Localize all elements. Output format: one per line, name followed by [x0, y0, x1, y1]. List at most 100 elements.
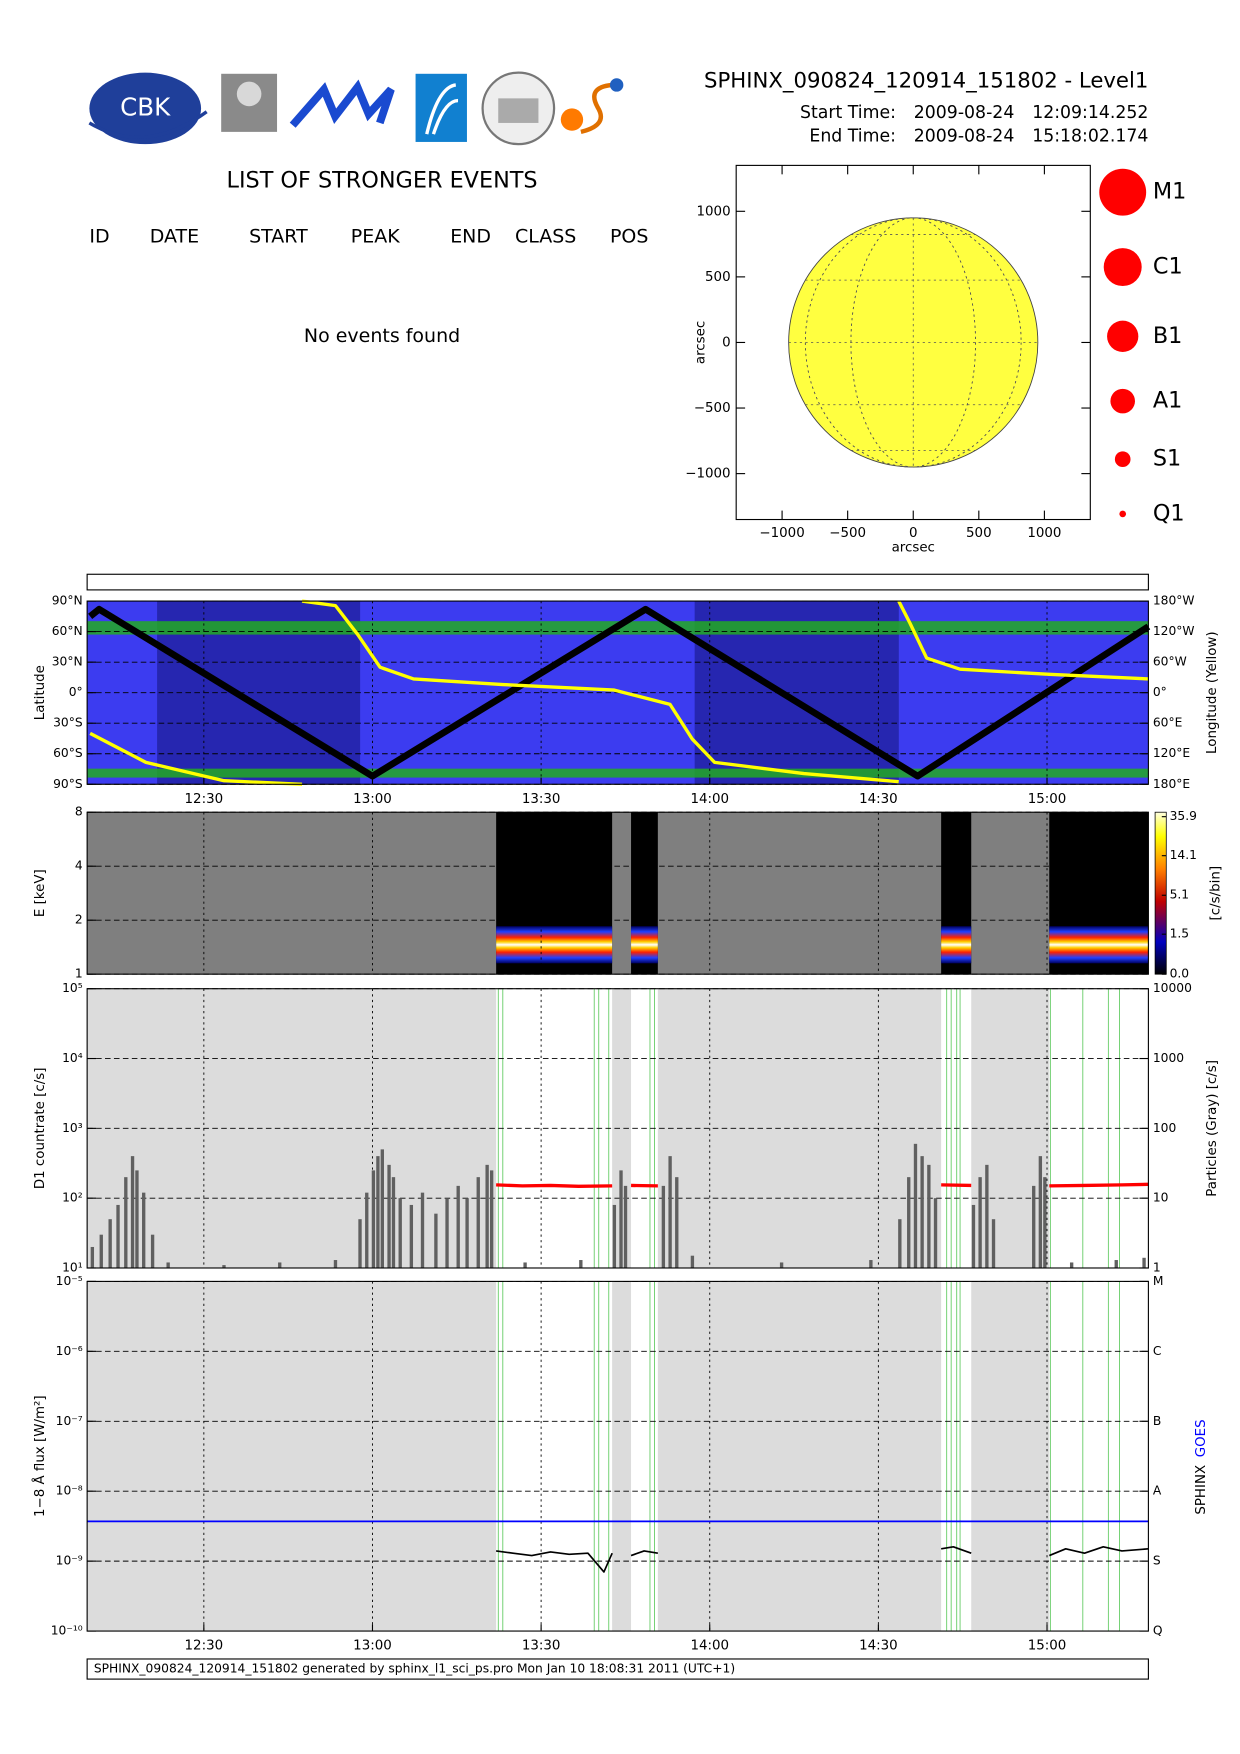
particle-bar [476, 1177, 480, 1268]
spectrum-band [631, 926, 658, 964]
end-time: 15:18:02.174 [1032, 126, 1148, 146]
end-date: 2009-08-24 [914, 126, 1015, 146]
events-message: No events found [304, 325, 460, 347]
logo-swoosh [88, 110, 208, 139]
particle-bar [907, 1177, 911, 1268]
column-header: ID [89, 225, 109, 247]
particle-bar [619, 1170, 623, 1268]
y-tick-label: 60°N [52, 624, 83, 638]
particle-bar [150, 1234, 155, 1268]
y-tick-label: −1000 [685, 467, 730, 482]
y-axis-label: Latitude [33, 665, 48, 720]
particle-bar [358, 1219, 362, 1268]
y-tick-label: 10⁻⁹ [56, 1554, 83, 1568]
legend-label: S1 [1153, 446, 1181, 472]
y-tick-label: 10⁻⁵ [56, 1274, 83, 1288]
y-tick-label: 8 [75, 805, 83, 819]
plot-frame [86, 988, 1149, 1269]
y2-tick-label: 10 [1153, 1191, 1169, 1205]
colorbar-tick-label: 35.9 [1170, 809, 1197, 823]
particle-bar [971, 1204, 976, 1268]
spectrum-band [941, 926, 972, 964]
y-tick-label: 0° [69, 685, 83, 699]
particle-bar [1069, 1262, 1074, 1268]
particle-bar [365, 1192, 369, 1268]
particle-bar [978, 1177, 982, 1268]
particle-bar [690, 1255, 695, 1268]
particle-bar [927, 1164, 931, 1268]
plot-frame [735, 164, 1091, 521]
particle-bar [420, 1192, 425, 1268]
y-tick-label: 10⁻⁶ [56, 1344, 83, 1358]
particle-bar [933, 1198, 938, 1268]
particle-bar [661, 1185, 666, 1268]
y-tick-label: 10⁻¹⁰ [51, 1624, 83, 1638]
spectrum-band [1049, 926, 1149, 964]
y2-axis-label: Particles (Gray) [c/s] [1205, 1060, 1220, 1197]
x-tick-label: −500 [829, 526, 866, 541]
no-data-background [87, 812, 1149, 975]
x-tick-label: 1000 [1027, 526, 1061, 541]
particle-bar [579, 1260, 583, 1268]
legend-label: GOES [1194, 1419, 1209, 1457]
particle-bar [278, 1262, 282, 1268]
start-time: 12:09:14.252 [1032, 103, 1148, 123]
legend-label: A1 [1153, 388, 1182, 414]
particle-bar [387, 1164, 391, 1268]
legend-label: B1 [1153, 323, 1183, 349]
y-axis-label: D1 countrate [c/s] [33, 1068, 48, 1190]
logo-arc [425, 83, 459, 135]
x-tick-label: 14:00 [690, 792, 729, 807]
legend-marker [1099, 168, 1147, 216]
particle-bar [1038, 1156, 1043, 1268]
data-interval [496, 1281, 613, 1632]
data-line [496, 1545, 1149, 1573]
end-label: End Time: [809, 126, 896, 146]
particle-bar [523, 1262, 527, 1268]
particle-bar [130, 1156, 135, 1268]
particle-bar [920, 1156, 924, 1268]
particle-bar [116, 1204, 120, 1268]
particle-bar [108, 1219, 112, 1268]
colorbar-tick-label: 5.1 [1170, 888, 1190, 902]
colorbar [1154, 811, 1167, 975]
footer-box [86, 1658, 1149, 1680]
x-tick-label: 13:00 [353, 792, 392, 807]
particle-bar [380, 1149, 384, 1268]
particle-bar [668, 1156, 672, 1268]
x-tick-label: 13:30 [522, 1639, 561, 1654]
y-tick-label: 90°N [52, 594, 83, 608]
x-tick-label: 13:30 [522, 792, 561, 807]
particle-bar [485, 1164, 489, 1268]
y-tick-label: 60°S [53, 746, 83, 760]
particle-bar [869, 1260, 873, 1268]
y-tick-label: 10⁻⁸ [56, 1484, 83, 1498]
colorbar-label: [c/s/bin] [1208, 866, 1223, 921]
column-header: PEAK [351, 225, 400, 247]
x-tick-label: 14:00 [690, 1639, 729, 1654]
legend-marker [1103, 248, 1142, 287]
y-tick-label: 10² [62, 1191, 83, 1205]
logo-text: CBK [120, 92, 171, 121]
legend-marker [1107, 320, 1139, 352]
plot-frame [86, 811, 1149, 975]
logo-cbk [89, 72, 202, 145]
y2-tick-label: 0° [1153, 685, 1167, 699]
x-tick-label: 14:30 [859, 792, 898, 807]
y2-tick-label: A [1153, 1484, 1162, 1498]
x-tick-label: 12:30 [185, 1639, 224, 1654]
particle-bar [675, 1177, 679, 1268]
particle-bar [445, 1198, 449, 1268]
particle-bar [434, 1213, 438, 1268]
data-line [88, 605, 1151, 780]
particle-bar [985, 1164, 989, 1268]
x-tick-label: 13:00 [353, 1639, 392, 1654]
y-tick-label: 90°S [53, 777, 83, 791]
y-tick-label: 1 [75, 967, 83, 981]
particle-bar [142, 1192, 146, 1268]
x-axis-label: arcsec [892, 540, 935, 555]
y-tick-label: 30°N [52, 655, 83, 669]
x-tick-label: −1000 [759, 526, 804, 541]
logo-globe [609, 78, 624, 92]
